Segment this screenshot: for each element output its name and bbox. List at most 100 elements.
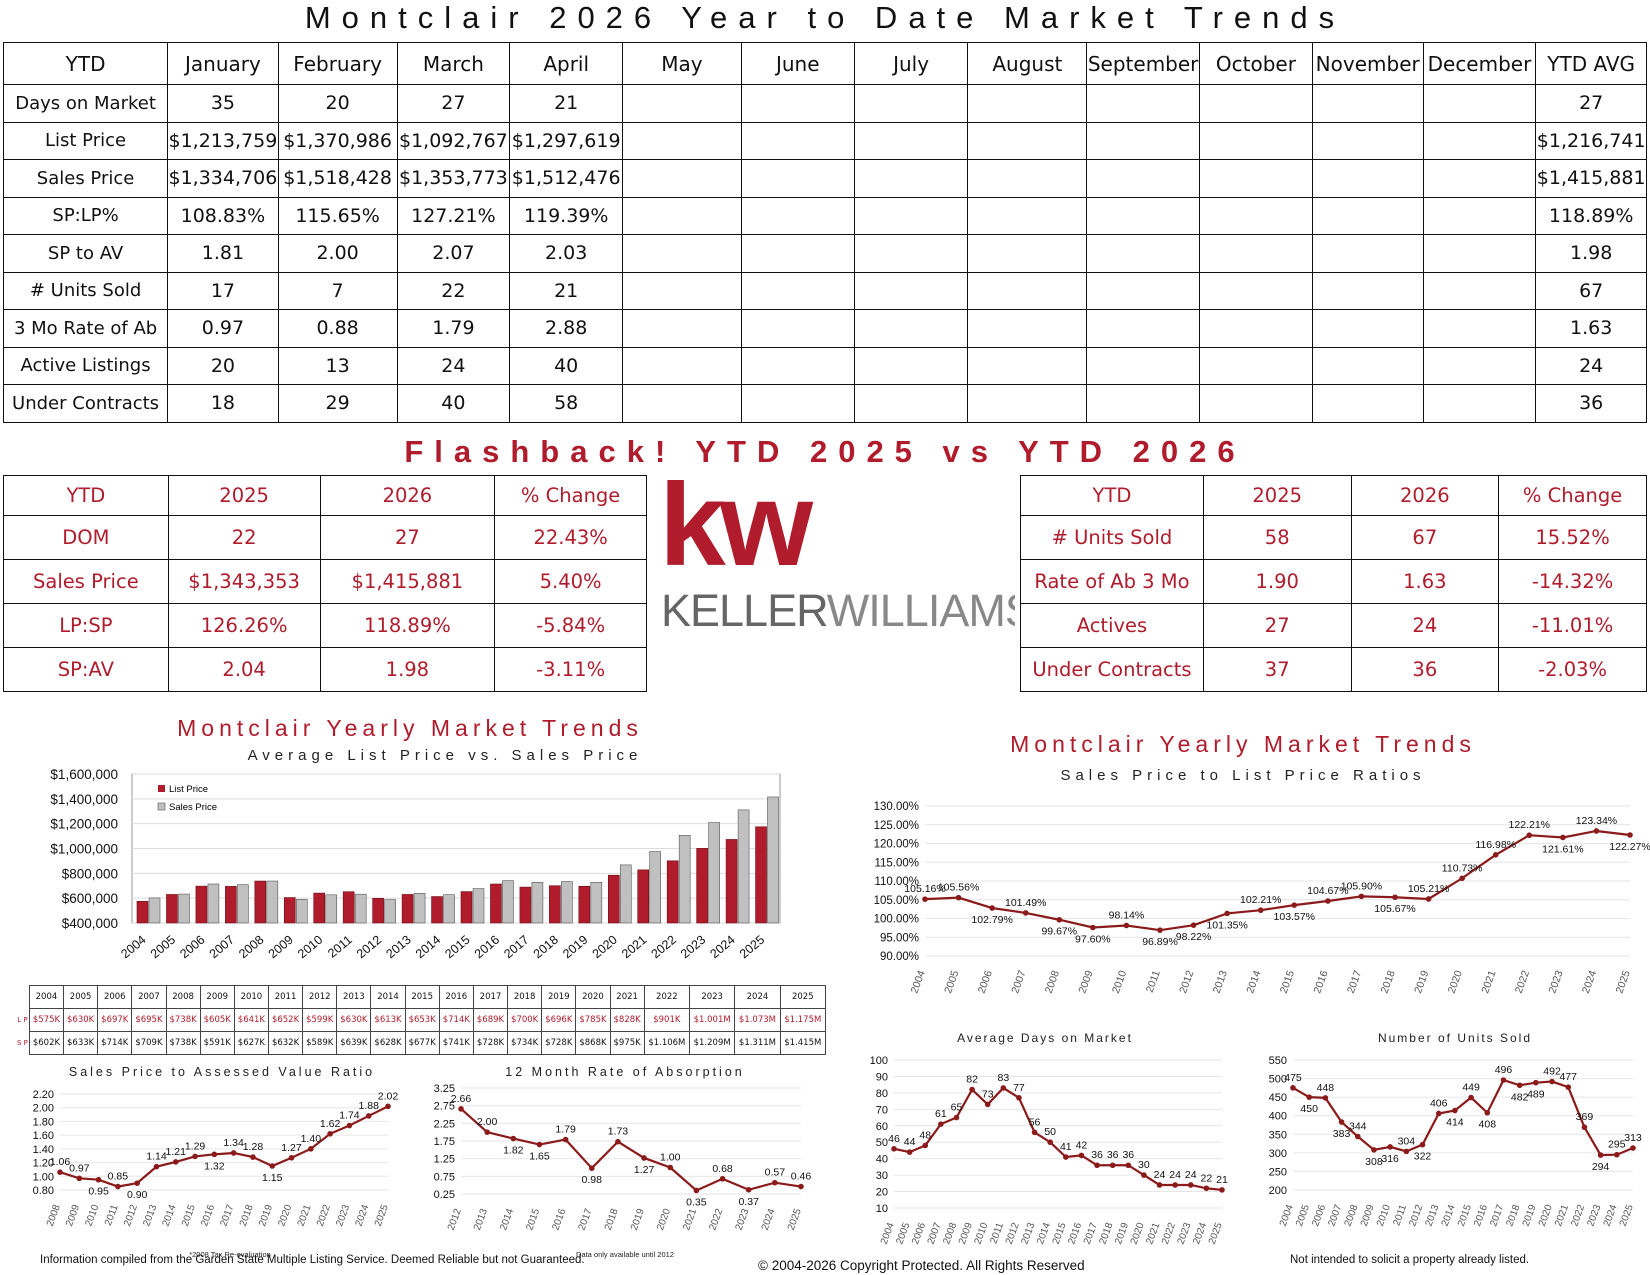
lpsp-lp-value: $630K [336, 1008, 372, 1032]
bar-sales-price [590, 881, 603, 924]
bar-list-price [607, 874, 620, 924]
ytd-cell: # Units Sold [2, 271, 169, 310]
flash-left-header-cell: % Change [494, 475, 647, 516]
logo-keller: KELLER [661, 585, 827, 636]
x-tick-label: 2012 [122, 1203, 140, 1228]
data-point [1125, 1162, 1132, 1169]
data-label: 449 [1462, 1082, 1480, 1094]
flash-right-cell: -2.03% [1498, 647, 1647, 692]
ytd-cell: 13 [277, 346, 398, 385]
data-label: 97.60% [1075, 934, 1111, 946]
ytd-cell: 20 [167, 346, 279, 385]
bar-list-price [313, 892, 326, 924]
flash-left-header-cell: 2026 [319, 475, 496, 516]
logo-williams: WILLIAMS [827, 585, 1015, 636]
ytd-cell [622, 309, 742, 348]
bar-list-price [549, 885, 561, 924]
ytd-cell: 0.97 [167, 309, 279, 348]
lpsp-lp-value: $641K [233, 1008, 269, 1032]
ytd-cell [967, 196, 1088, 235]
flash-left-row: LP:SP 126.26% 118.89% -5.84% [3, 603, 647, 648]
ytd-cell: $1,092,767 [396, 121, 511, 160]
y-tick-label: 0.25 [434, 1189, 455, 1201]
data-point [1387, 1144, 1393, 1150]
ytd-header-cell: July [853, 42, 969, 85]
data-label: 2.00 [477, 1116, 498, 1128]
x-tick-label: 2004 [909, 969, 928, 995]
x-tick-label: 2012 [446, 1207, 464, 1232]
x-tick-label: 2013 [472, 1207, 490, 1232]
lpsp-sp-value: $602K [28, 1031, 65, 1055]
data-point [772, 1179, 778, 1186]
flash-right-cell: 58 [1202, 515, 1352, 560]
flashback-title: Flashback! YTD 2025 vs YTD 2026 [404, 434, 1246, 469]
ytd-cell [1311, 121, 1424, 160]
data-label: 36 [1122, 1149, 1134, 1161]
y-tick-label: 115.00% [874, 857, 919, 869]
ytd-cell [853, 234, 969, 273]
flash-left-cell: 27 [319, 515, 496, 560]
ytd-cell [622, 384, 742, 423]
data-point [172, 1159, 179, 1165]
y-tick-label: 1.20 [33, 1158, 54, 1170]
lpsp-sp-value: $741K [438, 1031, 474, 1055]
data-point [115, 1183, 121, 1190]
y-tick-label: 1.60 [33, 1130, 54, 1142]
bar-list-price [136, 900, 149, 924]
x-tick-label: 2005 [148, 933, 178, 962]
ytd-cell [622, 346, 742, 385]
ytd-cell [740, 309, 855, 348]
ytd-row: Under Contracts 18 29 40 58 36 [2, 384, 1647, 423]
y-tick-label: 1.40 [33, 1144, 54, 1156]
data-label: 98.22% [1176, 931, 1212, 943]
ytd-cell: 21 [509, 271, 624, 310]
flash-right-cell: # Units Sold [1020, 515, 1204, 560]
ytd-cell [1199, 159, 1313, 198]
flash-right-cell: -11.01% [1498, 603, 1647, 648]
bar-list-price [637, 869, 650, 924]
ytd-cell [1311, 384, 1424, 423]
chart-note: *2008 Tax Re-evaluation [189, 1250, 271, 1259]
bar-sales-price [737, 809, 750, 924]
data-label: 0.35 [686, 1196, 707, 1208]
lpsp-lp-value: $714K [438, 1008, 474, 1032]
x-tick-label: 2020 [655, 1207, 673, 1232]
flash-right-header-cell: 2026 [1350, 475, 1500, 516]
chart-absorption: 12 Month Rate of Absorption 0.25 0.75 1.25 1… [425, 1060, 835, 1260]
ytd-cell: $1,353,773 [396, 159, 511, 198]
x-tick-label: 2014 [161, 1203, 179, 1228]
data-label: 103.57% [1274, 911, 1315, 923]
lpsp-year: 2012 [302, 985, 338, 1009]
ytd-cell: $1,512,476 [509, 159, 624, 198]
lpsp-year: 2011 [267, 985, 304, 1009]
lpsp-lp-value: $613K [370, 1008, 406, 1032]
data-label: 316 [1381, 1153, 1399, 1165]
ytd-cell: 1.81 [167, 234, 279, 273]
y-tick-label: 300 [1269, 1148, 1287, 1160]
ytd-cell [1422, 309, 1537, 348]
x-tick-label: 2019 [629, 1207, 647, 1232]
ytd-cell: 2.88 [509, 309, 624, 348]
data-point [615, 1138, 621, 1145]
lpsp-sp-value: $639K [336, 1031, 372, 1055]
x-tick-label: 2020 [590, 933, 620, 962]
data-label: 104.67% [1307, 885, 1348, 897]
y-tick-label: 500 [1269, 1074, 1287, 1086]
data-label: 313 [1624, 1132, 1642, 1144]
data-point [346, 1122, 353, 1129]
data-point [922, 1142, 929, 1149]
x-tick-label: 2009 [64, 1203, 82, 1228]
ytd-cell: List Price [2, 121, 169, 160]
ytd-cell [1422, 84, 1537, 123]
x-tick-label: 2015 [524, 1207, 542, 1232]
lpsp-year: 2023 [688, 985, 736, 1009]
data-label: 105.67% [1374, 903, 1415, 915]
lpsp-year: 2004 [28, 985, 65, 1009]
data-point [1094, 1162, 1100, 1169]
ytd-cell: 18 [167, 384, 279, 423]
lpsp-sp-value: $738K [165, 1031, 201, 1055]
ytd-cell: 1.98 [1535, 234, 1647, 273]
lpsp-lp-value: $689K [472, 1008, 509, 1032]
data-point [1123, 922, 1130, 929]
chart-title: Sales Price to Assessed Value Ratio [69, 1065, 375, 1079]
